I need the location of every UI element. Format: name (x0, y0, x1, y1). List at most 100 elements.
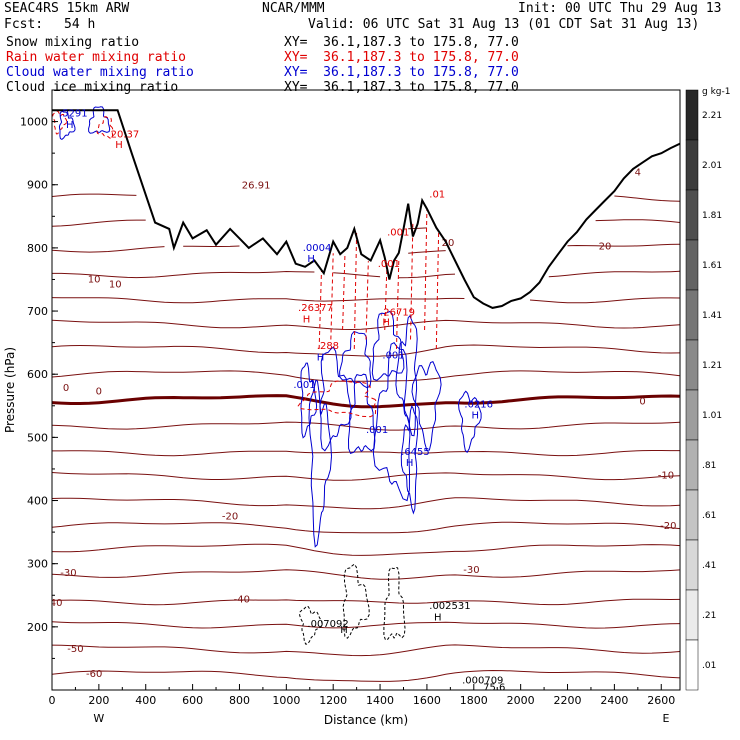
cloud-water-contour-5 (411, 360, 442, 451)
colorbar-label: 1.21 (702, 361, 722, 371)
cloud-water-contour-1 (319, 346, 352, 452)
x-tick-label: 2000 (507, 694, 535, 707)
contour-annotation: H (406, 458, 414, 469)
isotherm-label: 0 (639, 396, 645, 407)
isotherm-label: 20 (599, 242, 612, 253)
contour-annotation: H (382, 318, 390, 329)
x-tick-label: 2400 (600, 694, 628, 707)
cloud-water-contour-4 (400, 404, 419, 515)
valid-time: Valid: 06 UTC Sat 31 Aug 13 (01 CDT Sat … (308, 17, 700, 32)
colorbar-label: .21 (702, 611, 716, 621)
isotherm-15 (52, 297, 680, 304)
cloud-ice-contour-2 (383, 566, 406, 641)
contour-annotation: .5291 (59, 109, 88, 120)
contour-annotation: .001 (293, 380, 315, 391)
contour-annotation: H (307, 254, 315, 265)
colorbar-label: 2.01 (702, 161, 722, 171)
rain-contour-2 (342, 255, 346, 331)
field-name-cloud-water: Cloud water mixing ratio (6, 65, 194, 80)
y-axis-title: Pressure (hPa) (3, 347, 17, 433)
contour-annotation: H (115, 140, 123, 151)
cloud-ice-contour-0 (299, 605, 323, 645)
isotherm-label: -50 (67, 644, 83, 655)
plot-frame (51, 89, 681, 691)
cloud-water-contour-0 (308, 379, 332, 548)
terrain-profile (52, 109, 680, 309)
colorbar-segment (685, 339, 699, 391)
cloud-water-contour-9 (339, 331, 372, 389)
contour-annotation: 20.37 (111, 129, 140, 140)
temperature-contours: -60 -50 -40 -40 -30 -30 -20 -20 -10 0 0 0 10 10 20 20 4 (46, 168, 680, 682)
contour-annotation: 75.6 (483, 683, 505, 694)
cloud-water-contour-3 (372, 342, 411, 502)
y-tick-label: 700 (27, 305, 48, 318)
colorbar-segment (685, 439, 699, 491)
contour-annotation: .000709 (462, 676, 503, 687)
isotherm-0c (52, 394, 680, 409)
y-tick-label: 600 (27, 368, 48, 381)
x-tick-label: 400 (135, 694, 156, 707)
terrain-line (52, 109, 680, 309)
colorbar-segment (685, 589, 699, 641)
fcst-value: 54 h (64, 17, 96, 32)
x-tick-label: 2600 (647, 694, 675, 707)
rain-contour-1 (330, 253, 334, 340)
contour-annotation: .001 (382, 350, 404, 361)
colorbar-label: .01 (702, 661, 716, 671)
y-tick-label: 900 (27, 179, 48, 192)
x-tick-label: 1400 (366, 694, 394, 707)
x-tick-label: 2200 (554, 694, 582, 707)
isotherm-2 (52, 621, 680, 629)
rain-contour-9 (435, 231, 440, 349)
contour-annotation: .001 (387, 227, 409, 238)
x-tick-label: 1200 (319, 694, 347, 707)
colorbar-segment (685, 639, 699, 691)
contour-annotation: .0004 (303, 243, 332, 254)
contour-annotation: 26.91 (242, 181, 271, 192)
isotherm-label: -40 (46, 598, 62, 609)
colorbar-segment (685, 539, 699, 591)
y-tick-label: 500 (27, 431, 48, 444)
isotherm-4 (52, 569, 680, 580)
colorbar-segment (685, 239, 699, 291)
colorbar-units: g kg-1 (702, 87, 730, 97)
colorbar-label: .41 (702, 561, 716, 571)
model-name: SEAC4RS 15km ARW (4, 1, 130, 16)
cloud-water-contour-10 (395, 314, 418, 437)
isotherm-label: 10 (109, 280, 122, 291)
west-edge-contour-1 (58, 109, 76, 140)
contour-annotation: H (471, 410, 479, 421)
x-tick-label: 600 (182, 694, 203, 707)
isotherm-6 (52, 521, 680, 534)
isotherm-8 (52, 472, 680, 481)
contour-annotation: .26719 (380, 307, 415, 318)
contour-annotation: .002531 (429, 601, 470, 612)
y-tick-label: 400 (27, 495, 48, 508)
colorbar-label: 1.41 (702, 311, 722, 321)
colorbar-segment (685, 89, 699, 141)
x-axis-title: Distance (km) (324, 713, 408, 727)
rain-contour-5 (384, 261, 388, 331)
colorbar: 2.21 2.01 1.81 1.61 1.41 1.21 1.01 .81 .61 .41 .21… (685, 87, 730, 691)
colorbar-label: .61 (702, 511, 716, 521)
axes: 0 200 400 600 800 1000 1200 1400 1600 1800 2000 220… (3, 89, 675, 727)
contour-annotation: .26377 (298, 303, 333, 314)
isotherm-7 (52, 497, 680, 510)
isotherm-label: 4 (635, 168, 641, 179)
isotherm-1 (52, 644, 680, 657)
cloud-water-contour-6 (457, 390, 482, 454)
rain-contour-0 (318, 270, 322, 349)
contour-annotation: .007092 (307, 619, 348, 630)
isotherm-label: -20 (222, 511, 238, 522)
isotherm-5 (52, 543, 680, 556)
contour-annotation: .6455 (401, 447, 430, 458)
isotherm-label: -60 (86, 669, 102, 680)
cloud-water-contour-2 (347, 373, 376, 455)
x-tick-label: 1600 (413, 694, 441, 707)
isotherm-label: -20 (660, 521, 676, 532)
x-end-label-west: W (93, 712, 104, 725)
y-tick-label: 300 (27, 558, 48, 571)
x-end-label-east: E (662, 712, 669, 725)
contour-annotation: .288 (317, 341, 339, 352)
colorbar-segment (685, 389, 699, 441)
